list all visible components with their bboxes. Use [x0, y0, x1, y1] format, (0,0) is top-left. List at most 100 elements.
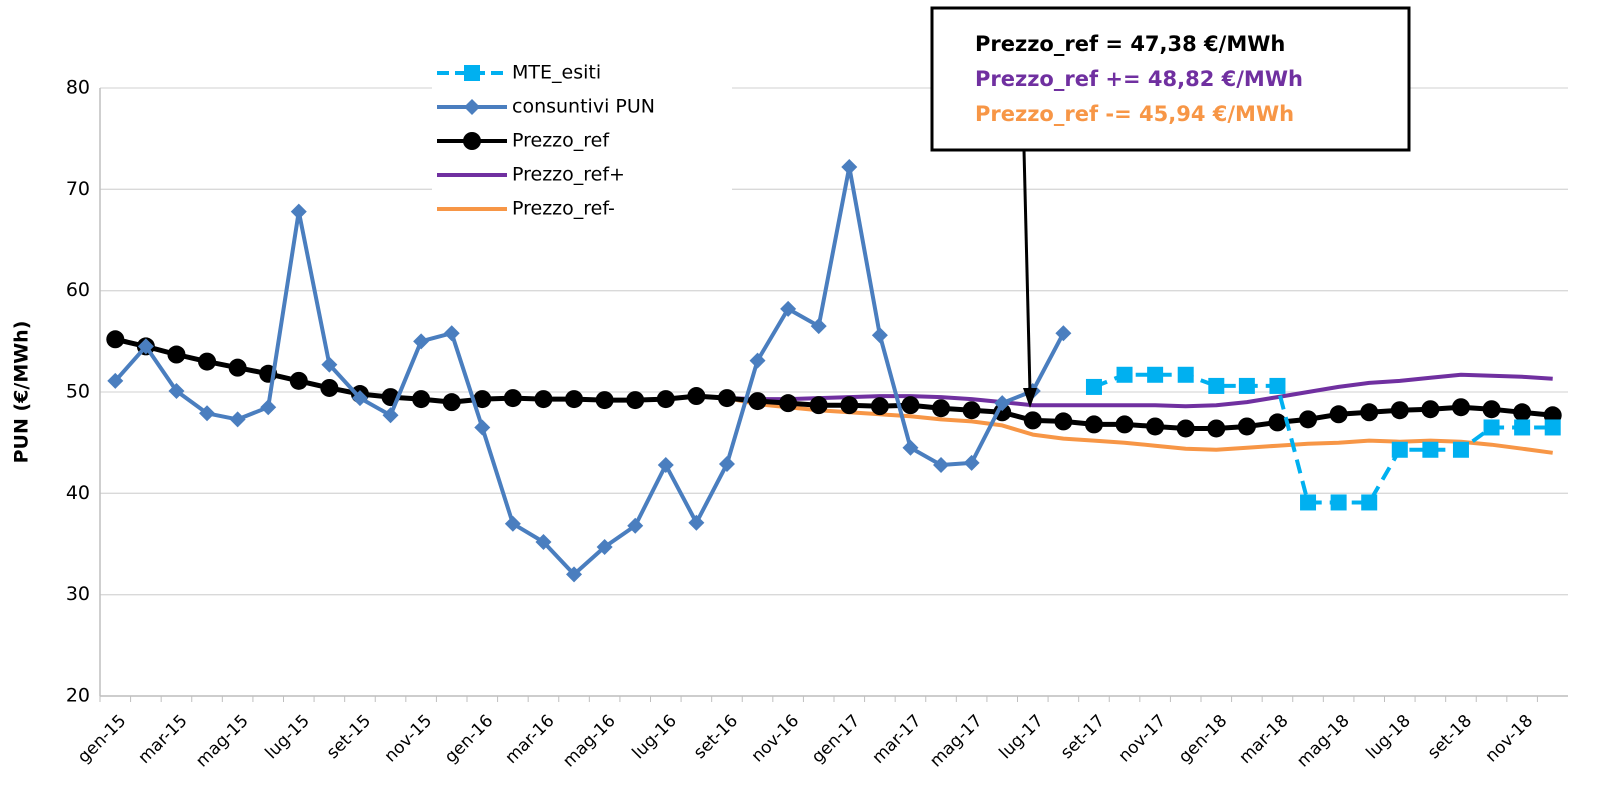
point	[1360, 403, 1379, 422]
point	[1084, 415, 1103, 434]
point	[1300, 494, 1317, 511]
point	[748, 392, 767, 411]
point	[107, 372, 124, 389]
annotation-text: Prezzo_ref += 48,82 €/MWh	[975, 67, 1303, 91]
legend-label: Prezzo_ref	[512, 130, 610, 152]
point	[321, 356, 338, 373]
point	[1116, 366, 1133, 383]
x-tick-label: nov-16	[748, 711, 804, 767]
point	[535, 533, 552, 550]
point	[198, 352, 217, 371]
point	[749, 352, 766, 369]
point	[106, 330, 125, 349]
point	[199, 405, 216, 422]
point	[504, 515, 521, 532]
point	[1268, 413, 1287, 432]
point	[962, 401, 981, 420]
x-tick-label: mag-17	[926, 711, 986, 771]
x-tick-label: lug-18	[1362, 711, 1414, 763]
x-tick-label: gen-17	[808, 711, 864, 767]
series	[1085, 366, 1561, 511]
y-tick-label: 30	[66, 583, 90, 605]
point	[1238, 377, 1255, 394]
y-tick-label: 60	[66, 279, 90, 301]
point	[413, 333, 430, 350]
x-tick-label: mag-18	[1293, 711, 1353, 771]
x-tick-label: lug-17	[995, 711, 1047, 763]
point	[412, 390, 431, 409]
point	[932, 399, 951, 418]
point	[902, 439, 919, 456]
point	[595, 391, 614, 410]
point	[718, 455, 735, 472]
point	[1544, 419, 1561, 436]
annotation-text: Prezzo_ref -= 45,94 €/MWh	[975, 102, 1294, 126]
x-tick-label: nov-18	[1482, 711, 1538, 767]
point	[503, 389, 522, 408]
point	[933, 456, 950, 473]
point	[1451, 398, 1470, 417]
legend-marker	[463, 132, 481, 150]
point	[137, 338, 154, 355]
y-tick-label: 80	[66, 77, 90, 99]
point	[809, 396, 828, 415]
series-line	[1093, 372, 1553, 505]
point	[1391, 441, 1408, 458]
legend-label: consuntivi PUN	[512, 96, 655, 118]
point	[1023, 411, 1042, 430]
x-tick-label: set-17	[1057, 711, 1109, 763]
annotation-arrow	[1022, 149, 1032, 393]
point	[1482, 400, 1501, 419]
legend-label: Prezzo_ref+	[512, 164, 625, 186]
legend-marker	[464, 99, 480, 115]
point	[810, 318, 827, 335]
point	[1299, 410, 1318, 429]
y-tick-label: 50	[66, 381, 90, 403]
point	[596, 539, 613, 556]
annotation-text: Prezzo_ref = 47,38 €/MWh	[975, 32, 1285, 56]
point	[1055, 325, 1072, 342]
point	[1054, 412, 1073, 431]
point	[1421, 400, 1440, 419]
point	[626, 391, 645, 410]
point	[228, 358, 247, 377]
point	[780, 300, 797, 317]
point	[657, 456, 674, 473]
point	[382, 407, 399, 424]
y-tick-label: 20	[66, 685, 90, 707]
point	[1329, 405, 1348, 424]
point	[289, 371, 308, 390]
point	[1146, 417, 1165, 436]
point	[840, 396, 859, 415]
point	[1207, 419, 1226, 438]
point	[688, 514, 705, 531]
y-tick-label: 70	[66, 178, 90, 200]
x-tick-label: mar-16	[501, 711, 558, 768]
point	[1390, 401, 1409, 420]
point	[994, 395, 1011, 412]
point	[871, 327, 888, 344]
point	[1513, 403, 1532, 422]
point	[351, 390, 368, 407]
point	[473, 390, 492, 409]
point	[1115, 415, 1134, 434]
y-axis-title: PUN (€/MWh)	[11, 321, 33, 464]
point	[168, 382, 185, 399]
point	[320, 378, 339, 397]
point	[717, 389, 736, 408]
x-tick-label: gen-15	[74, 711, 130, 767]
x-tick-label: nov-15	[381, 711, 437, 767]
annotation-box	[930, 6, 1411, 152]
point	[534, 390, 553, 409]
x-tick-label: set-16	[690, 711, 742, 763]
point	[1147, 366, 1164, 383]
point	[1514, 419, 1531, 436]
point	[565, 390, 584, 409]
annotation-arrowhead	[1023, 388, 1037, 408]
point	[841, 159, 858, 176]
point	[566, 566, 583, 583]
point	[1361, 494, 1378, 511]
point	[779, 394, 798, 413]
legend-label: Prezzo_ref-	[512, 198, 615, 220]
